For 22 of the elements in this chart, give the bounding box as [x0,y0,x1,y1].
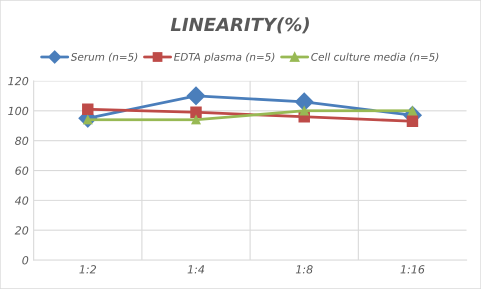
legend-label: EDTA plasma (n=5) [174,52,274,63]
point [191,115,201,124]
point [300,106,309,116]
y-tick-label: 20 [14,226,28,235]
y-tick-label: 100 [8,106,28,116]
y-tick-label: 60 [15,166,28,175]
legend-label: Cell culture media (n=5) [311,52,438,62]
y-tick-label: 80 [15,136,28,146]
point [294,92,314,112]
y-tick-label: 40 [14,196,28,205]
x-tick-label: 1:4 [188,265,204,274]
x-tick-label: 1:16 [400,265,424,274]
x-tick-label: 1:8 [296,265,313,274]
point [82,104,94,116]
y-tick-label: 0 [22,256,28,264]
point [186,86,206,106]
y-tick-label: 120 [8,76,28,86]
x-tick-label: 1:2 [79,265,96,274]
legend-label: Serum (n=5) [70,52,138,62]
point [406,116,418,127]
chart-title: LINEARITY(%) [170,17,309,34]
point [190,106,202,118]
